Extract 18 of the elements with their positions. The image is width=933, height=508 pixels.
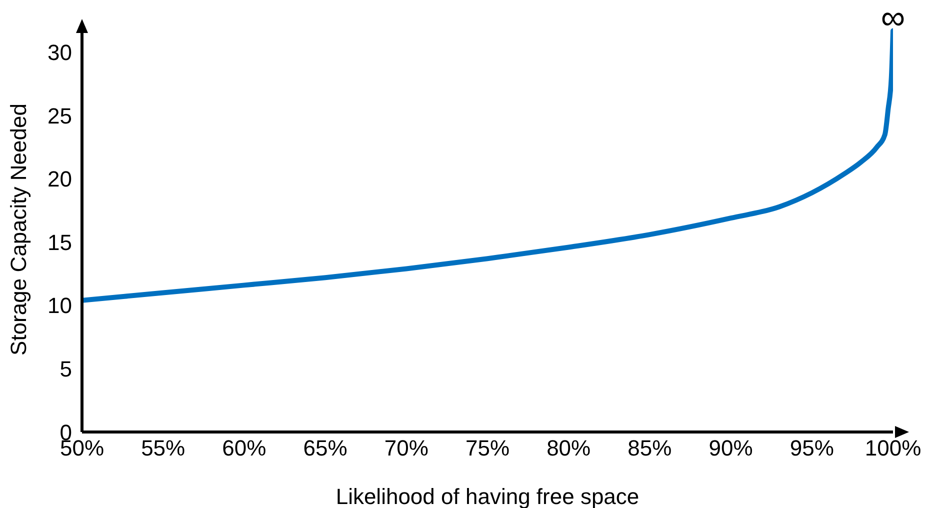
y-tick-label: 10 <box>48 293 72 318</box>
x-tick-label: 65% <box>303 436 348 461</box>
x-tick-label: 70% <box>384 436 428 461</box>
x-tick-label: 100% <box>864 436 922 461</box>
x-tick-label: 75% <box>465 436 510 461</box>
x-tick-label: 80% <box>546 436 591 461</box>
x-tick-label: 85% <box>628 436 672 461</box>
y-axis-title: Storage Capacity Needed <box>6 104 31 356</box>
x-tick-label: 90% <box>708 436 753 461</box>
x-tick-label: 60% <box>222 436 266 461</box>
x-tick-label: 95% <box>790 436 834 461</box>
y-tick-label: 30 <box>48 40 72 66</box>
x-tick-label: 55% <box>141 436 186 461</box>
annotation: ∞ <box>880 0 906 37</box>
y-tick-label: 15 <box>48 230 72 255</box>
y-tick-label: 20 <box>48 166 72 192</box>
y-tick-label: 5 <box>60 356 72 382</box>
y-tick-label: 25 <box>48 103 72 128</box>
